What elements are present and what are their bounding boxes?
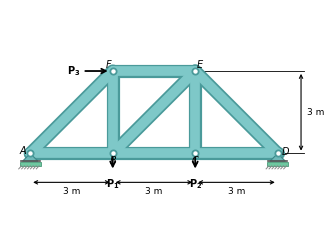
Text: $\mathbf{P_2}$: $\mathbf{P_2}$ <box>189 178 202 192</box>
Text: F: F <box>106 60 112 70</box>
Text: 3 m: 3 m <box>307 108 324 117</box>
Bar <box>267 162 288 166</box>
Text: A: A <box>19 146 26 156</box>
Text: D: D <box>282 147 290 157</box>
Text: $\mathbf{P_1}$: $\mathbf{P_1}$ <box>106 178 119 192</box>
Text: 3 m: 3 m <box>63 187 80 196</box>
Polygon shape <box>270 154 285 161</box>
Text: B: B <box>109 156 116 166</box>
Text: 3 m: 3 m <box>145 187 163 196</box>
Text: E: E <box>196 60 202 70</box>
Text: 3 m: 3 m <box>228 187 245 196</box>
Polygon shape <box>23 154 38 161</box>
Text: $\mathbf{P_3}$: $\mathbf{P_3}$ <box>67 64 80 78</box>
Bar <box>20 162 41 166</box>
Text: C: C <box>192 156 199 166</box>
